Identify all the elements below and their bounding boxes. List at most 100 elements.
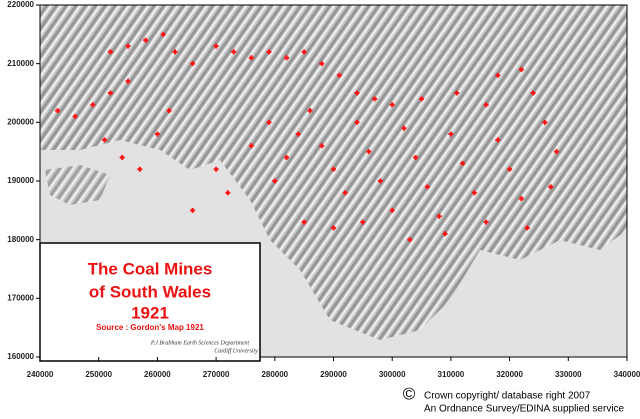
mine-point <box>125 78 131 84</box>
mine-point <box>119 155 125 161</box>
x-tick-label: 300000 <box>379 370 406 379</box>
mine-point <box>231 49 237 55</box>
mine-point <box>107 49 113 55</box>
mine-point <box>154 131 160 137</box>
mine-point <box>548 184 554 190</box>
x-tick-label: 340000 <box>614 370 640 379</box>
x-tick-label: 330000 <box>555 370 582 379</box>
mine-point <box>284 155 290 161</box>
mine-point <box>377 178 383 184</box>
mine-point <box>436 213 442 219</box>
copyright-line: Crown copyright/ database right 2007 <box>424 391 591 402</box>
mine-point <box>407 237 413 243</box>
mine-point <box>372 96 378 102</box>
mine-point <box>225 190 231 196</box>
legend-box <box>39 242 261 362</box>
mine-point <box>342 190 348 196</box>
copyright-symbol: © <box>403 384 416 403</box>
x-tick-label: 290000 <box>320 370 347 379</box>
mine-point <box>266 49 272 55</box>
mine-point <box>495 137 501 143</box>
mine-point <box>102 137 108 143</box>
mine-point <box>160 31 166 37</box>
mine-point <box>424 184 430 190</box>
mine-point <box>389 102 395 108</box>
mine-point <box>190 61 196 67</box>
mine-point <box>295 131 301 137</box>
mine-point <box>172 49 178 55</box>
mine-point <box>483 219 489 225</box>
mine-point <box>137 166 143 172</box>
mine-point <box>518 196 524 202</box>
mine-point <box>266 119 272 125</box>
mine-point <box>448 131 454 137</box>
mine-point <box>284 55 290 61</box>
mine-point <box>354 90 360 96</box>
mine-point <box>413 155 419 161</box>
x-tick-label: 280000 <box>261 370 288 379</box>
y-tick-label: 170000 <box>7 293 34 302</box>
mine-point <box>401 125 407 131</box>
legend-title: of South Wales <box>89 282 211 301</box>
mine-point <box>331 166 336 172</box>
x-tick-label: 240000 <box>27 370 54 379</box>
mine-point <box>213 43 219 49</box>
mine-point <box>471 190 477 196</box>
peninsula-relief <box>45 165 110 205</box>
mine-point <box>213 166 219 172</box>
mine-point <box>331 225 336 231</box>
mine-point <box>419 96 425 102</box>
mine-point <box>389 207 395 213</box>
mine-point <box>518 67 524 73</box>
mine-point <box>107 90 113 96</box>
mine-point <box>55 108 61 114</box>
y-tick-label: 210000 <box>7 59 34 68</box>
y-tick-label: 190000 <box>7 176 34 185</box>
y-tick-label: 200000 <box>7 117 34 126</box>
legend-title: The Coal Mines <box>88 259 213 278</box>
mine-point <box>272 178 278 184</box>
legend-title: 1921 <box>131 303 169 322</box>
mine-point <box>166 108 172 114</box>
mine-point <box>530 90 536 96</box>
y-tick-label: 220000 <box>7 0 34 9</box>
mine-point <box>90 102 96 108</box>
x-tick-label: 270000 <box>203 370 230 379</box>
x-tick-label: 320000 <box>496 370 523 379</box>
mine-point <box>366 149 372 155</box>
mine-point <box>554 149 560 155</box>
x-tick-label: 250000 <box>85 370 112 379</box>
mine-point <box>454 90 460 96</box>
mine-point <box>542 119 548 125</box>
mine-point <box>336 72 342 78</box>
mine-point <box>483 102 489 108</box>
mine-point <box>72 113 78 119</box>
mine-point <box>460 160 466 166</box>
y-tick-label: 180000 <box>7 235 34 244</box>
legend-source: Source : Gordon's Map 1921 <box>96 323 204 332</box>
legend-author: P.J.Brabham Earth Sciences Department <box>150 340 250 346</box>
mine-point <box>507 166 513 172</box>
mine-point <box>360 219 366 225</box>
mine-point <box>248 55 254 61</box>
mine-point <box>354 119 360 125</box>
mine-point <box>319 143 325 149</box>
mine-point <box>143 37 149 43</box>
mine-point <box>301 49 307 55</box>
mine-point <box>190 207 196 213</box>
mine-point <box>301 219 307 225</box>
mine-point <box>524 225 530 231</box>
y-tick-label: 160000 <box>7 352 34 361</box>
x-tick-label: 310000 <box>438 370 465 379</box>
mine-point <box>307 108 313 114</box>
mine-point <box>248 143 254 149</box>
legend-institution: Cardiff University <box>214 347 258 354</box>
copyright-line: An Ordnance Survey/EDINA supplied servic… <box>424 404 625 414</box>
land-relief <box>40 5 627 340</box>
mine-point <box>442 231 448 237</box>
mine-point <box>495 72 501 78</box>
mine-point <box>125 43 131 49</box>
x-tick-label: 260000 <box>144 370 171 379</box>
mine-point <box>319 61 325 67</box>
